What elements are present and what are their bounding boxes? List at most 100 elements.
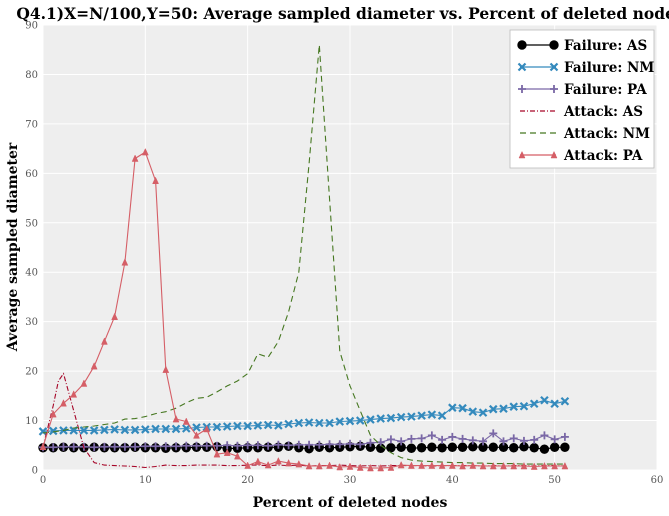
- series-1-point-27: [315, 418, 324, 428]
- series-1-point-30: [345, 416, 355, 426]
- legend-marker-a-2: [518, 85, 526, 93]
- series-2-point-41: [458, 434, 467, 443]
- series-1-point-34: [386, 413, 396, 423]
- x-tick-label-4: 40: [446, 475, 459, 486]
- series-5-point-44: [489, 461, 497, 470]
- series-5-point-20: [244, 461, 252, 469]
- series-1-point-47: [519, 401, 529, 411]
- series-2-point-27: [315, 440, 324, 449]
- x-tick-label-2: 20: [241, 475, 254, 486]
- series-5-point-1: [49, 410, 57, 418]
- series-1-point-38: [427, 410, 437, 419]
- series-layer: [38, 44, 570, 472]
- series-5-point-34: [387, 463, 395, 471]
- series-1-point-45: [499, 404, 508, 413]
- series-1-point-48: [529, 399, 539, 409]
- series-1-point-46: [509, 402, 519, 411]
- series-2-point-6: [100, 442, 109, 451]
- legend-marker-b-5: [550, 150, 558, 159]
- series-1: [38, 396, 570, 436]
- series-5-point-12: [162, 365, 170, 373]
- series-2-point-32: [366, 438, 375, 447]
- series-5-point-50: [551, 461, 559, 470]
- series-2-point-8: [120, 442, 129, 451]
- legend-marker-b-0: [549, 40, 559, 50]
- series-1-point-42: [468, 407, 478, 416]
- legend: Failure: AS Failure: NM Failure: PA Attack:…: [509, 29, 655, 169]
- series-1-point-32: [366, 415, 375, 424]
- series-2-point-5: [90, 443, 99, 452]
- series-2-point-20: [243, 441, 252, 450]
- series-2-point-17: [212, 441, 221, 450]
- series-2-point-25: [294, 440, 303, 449]
- series-0-point-37: [416, 443, 427, 453]
- y-tick-label-7: 70: [25, 119, 38, 130]
- series-2-point-15: [192, 441, 201, 450]
- series-2-point-37: [417, 434, 426, 443]
- series-1-point-17: [212, 422, 222, 432]
- series-5-point-19: [234, 452, 241, 460]
- series-1-point-50: [550, 399, 559, 409]
- legend-label-3: Attack: AS: [563, 104, 643, 120]
- series-5-point-2: [60, 399, 67, 407]
- series-1-point-31: [355, 416, 365, 425]
- legend-marker-a-1: [517, 62, 527, 72]
- series-1-point-11: [151, 424, 160, 434]
- series-5-point-33: [377, 463, 385, 472]
- legend-label-4: Attack: NM: [563, 126, 650, 142]
- series-1-point-24: [284, 419, 293, 429]
- series-1-point-44: [488, 404, 498, 414]
- series-5-point-29: [336, 462, 344, 471]
- series-5-point-16: [203, 424, 211, 433]
- series-1-point-21: [253, 421, 263, 430]
- series-5-point-24: [285, 458, 292, 467]
- series-0-point-48: [529, 443, 539, 453]
- series-5-point-13: [172, 414, 180, 423]
- series-5-point-7: [111, 312, 119, 320]
- series-2-point-12: [161, 442, 170, 451]
- series-1-point-12: [161, 424, 171, 434]
- series-1-point-51: [560, 396, 570, 406]
- series-0-point-46: [509, 443, 519, 453]
- series-1-point-49: [540, 396, 549, 405]
- series-1-point-0: [38, 427, 48, 436]
- series-1-point-23: [274, 421, 283, 430]
- series-1-point-19: [233, 421, 242, 431]
- series-2-point-13: [172, 442, 181, 451]
- y-tick-label-8: 80: [25, 70, 38, 81]
- series-5-point-46: [510, 461, 518, 470]
- y-tick-label-1: 10: [25, 416, 38, 427]
- x-axis-label: Percent of deleted nodes: [253, 495, 448, 511]
- series-2-point-35: [397, 437, 406, 446]
- series-5-point-15: [193, 431, 200, 439]
- series-5-point-4: [80, 379, 88, 387]
- legend-marker-a-0: [517, 40, 527, 50]
- x-tick-label-5: 50: [548, 475, 561, 486]
- series-2-point-38: [427, 431, 436, 440]
- series-1-point-22: [263, 420, 273, 430]
- series-5-point-40: [448, 461, 456, 469]
- series-2-point-24: [284, 441, 293, 450]
- series-2-point-30: [346, 439, 354, 448]
- series-5-point-43: [479, 461, 487, 470]
- series-5-point-26: [305, 461, 313, 470]
- series-2-point-2: [59, 442, 68, 451]
- series-1-point-1: [48, 426, 58, 436]
- series-5-point-27: [315, 461, 323, 470]
- series-1-point-7: [110, 425, 119, 434]
- legend-label-0: Failure: AS: [564, 38, 647, 54]
- series-4: [42, 44, 565, 465]
- series-5-point-5: [90, 362, 98, 370]
- grid: [42, 24, 658, 471]
- series-5-point-49: [541, 461, 548, 470]
- series-2-point-10: [141, 442, 150, 451]
- series-5-point-8: [121, 258, 129, 266]
- series-5-point-47: [520, 461, 528, 470]
- series-1-point-9: [130, 425, 140, 435]
- series-5-point-28: [326, 461, 333, 469]
- series-5-point-9: [131, 154, 139, 162]
- series-5-point-32: [367, 463, 374, 472]
- series-5-point-38: [428, 461, 436, 469]
- series-5-point-35: [397, 460, 405, 469]
